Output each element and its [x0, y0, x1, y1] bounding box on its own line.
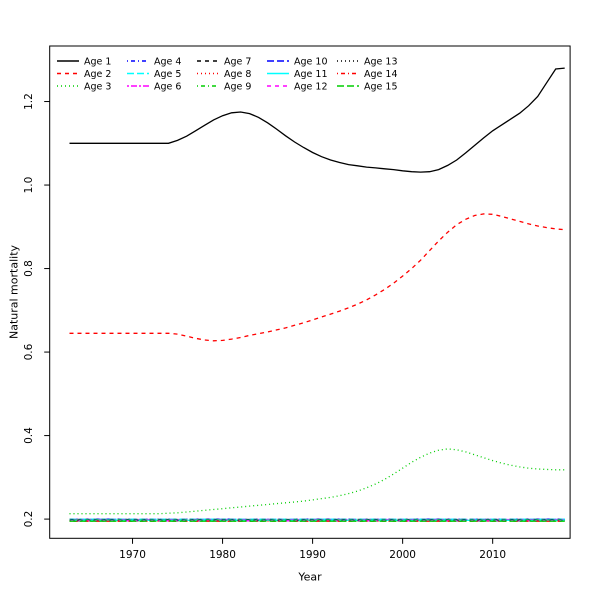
legend-label: Age 10 — [294, 57, 327, 68]
legend-item-age-8: Age 8 — [197, 69, 251, 80]
legend-label: Age 13 — [364, 57, 397, 68]
legend-item-age-4: Age 4 — [127, 57, 181, 68]
x-tick-label: 1990 — [299, 549, 326, 561]
legend-item-age-15: Age 15 — [337, 82, 397, 93]
legend-label: Age 4 — [154, 57, 181, 68]
y-tick-label: 0.4 — [23, 427, 35, 444]
legend-label: Age 7 — [224, 57, 251, 68]
legend-label: Age 3 — [84, 82, 111, 93]
x-tick-label: 2000 — [389, 549, 416, 561]
legend-label: Age 2 — [84, 69, 111, 80]
legend-item-age-12: Age 12 — [267, 82, 327, 93]
x-axis-title: Year — [298, 570, 322, 584]
series-line-age-1 — [69, 67, 565, 173]
y-axis-title: Natural mortality — [7, 244, 21, 340]
y-tick-label: 0.6 — [23, 343, 35, 360]
legend-label: Age 5 — [154, 69, 181, 80]
legend-item-age-11: Age 11 — [267, 69, 327, 80]
legend-label: Age 6 — [154, 82, 181, 93]
legend-item-age-2: Age 2 — [57, 69, 111, 80]
legend-label: Age 14 — [364, 69, 397, 80]
legend-item-age-7: Age 7 — [197, 57, 251, 68]
legend-item-age-9: Age 9 — [197, 82, 251, 93]
legend-label: Age 11 — [294, 69, 327, 80]
legend-item-age-1: Age 1 — [57, 57, 111, 68]
y-tick-label: 1.2 — [23, 93, 35, 110]
legend-item-age-3: Age 3 — [57, 82, 111, 93]
legend-item-age-10: Age 10 — [267, 57, 327, 68]
legend-item-age-5: Age 5 — [127, 69, 181, 80]
x-tick-label: 1980 — [209, 549, 236, 561]
plot-box — [49, 45, 571, 539]
legend-label: Age 12 — [294, 82, 327, 93]
y-tick-label: 1.0 — [23, 177, 35, 194]
series-line-age-2 — [69, 213, 565, 342]
legend-item-age-13: Age 13 — [337, 57, 397, 68]
y-tick-label: 0.2 — [23, 511, 35, 528]
legend-label: Age 15 — [364, 82, 397, 93]
y-tick-label: 0.8 — [23, 260, 35, 277]
x-tick-label: 2010 — [479, 549, 506, 561]
legend-item-age-6: Age 6 — [127, 82, 181, 93]
series-line-age-3 — [69, 448, 565, 515]
legend-item-age-14: Age 14 — [337, 69, 397, 80]
x-tick-label: 1970 — [119, 549, 146, 561]
legend-label: Age 1 — [84, 57, 111, 68]
legend-label: Age 8 — [224, 69, 251, 80]
legend-label: Age 9 — [224, 82, 251, 93]
